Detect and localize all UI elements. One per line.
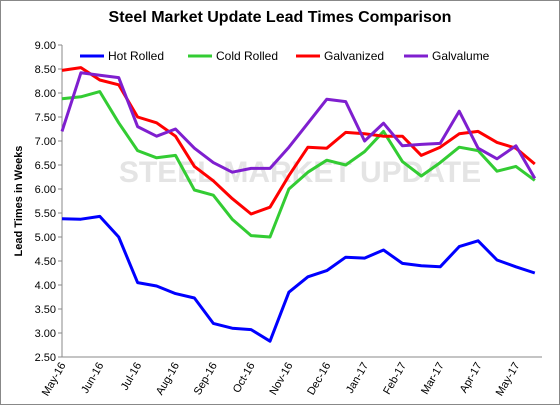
y-tick-label: 6.50: [35, 160, 56, 172]
y-tick-label: 4.50: [35, 256, 56, 268]
y-tick-label: 8.50: [35, 64, 56, 76]
legend-label: Cold Rolled: [216, 49, 278, 63]
y-tick-label: 5.50: [35, 208, 56, 220]
series-line: [61, 66, 536, 216]
y-axis-label: Lead Times in Weeks: [13, 146, 25, 257]
y-tick-label: 3.50: [35, 304, 56, 316]
legend-label: Galvalume: [432, 49, 490, 63]
y-tick-label: 7.00: [35, 136, 56, 148]
y-tick-label: 9.00: [35, 40, 56, 52]
legend-label: Hot Rolled: [108, 49, 164, 63]
series-line: [60, 71, 537, 180]
y-tick-label: 4.00: [35, 280, 56, 292]
y-tick-label: 6.00: [35, 184, 56, 196]
y-tick-label: 8.00: [35, 88, 56, 100]
y-tick-label: 5.00: [35, 232, 56, 244]
series-line: [61, 90, 536, 239]
y-tick-label: 2.50: [35, 352, 56, 364]
chart-title: Steel Market Update Lead Times Compariso…: [109, 9, 452, 26]
series-line: [61, 214, 536, 343]
legend-label: Galvanized: [324, 49, 384, 63]
y-tick-label: 7.50: [35, 112, 56, 124]
y-tick-label: 3.00: [35, 328, 56, 340]
